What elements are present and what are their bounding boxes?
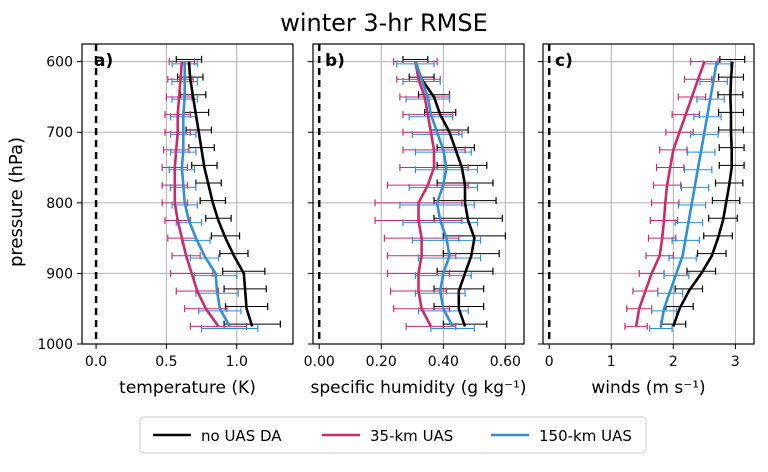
panel-1: 0.0 0.5 1.0 temperature (K) 600 700 800 900 1000… [37,43,294,398]
series-line [173,61,220,328]
y-tick-label: 700 [46,125,73,141]
x-tick-label: 3 [731,354,740,370]
legend-frame [139,416,647,454]
series-line [180,61,231,328]
panels: 0.0 0.5 1.0 temperature (K) 600 700 800 900 1000… [37,43,755,398]
x-axis-label: temperature (K) [119,378,256,398]
x-tick-label: 0.20 [366,354,397,370]
x-tick-label: 1.0 [226,354,248,370]
series-line [672,61,734,327]
series-line [414,61,436,328]
x-tick-label: 0.40 [428,354,459,370]
axes-frame [542,43,755,345]
x-tick-label: 0 [545,354,554,370]
panel-2: 0.00 0.20 0.40 0.60 specific humidity (g kg⁻… [304,43,527,398]
y-axis-label: pressure (hPa) [6,137,27,267]
y-tick-label: 600 [46,55,73,71]
legend-item: no UAS DA [153,427,282,445]
series-line [187,61,254,327]
legend-item: 150-km UAS [491,427,632,445]
legend-label: 35-km UAS [370,427,453,445]
legend-item: 35-km UAS [322,427,453,445]
axes-frame [81,43,294,345]
panel-label: c) [555,51,573,71]
x-tick-label: 2 [669,354,678,370]
legend-label: 150-km UAS [539,427,632,445]
x-axis-label: specific humidity (g kg⁻¹) [311,378,527,398]
x-tick-label: 0.5 [155,354,177,370]
x-tick-label: 0.00 [304,354,335,370]
y-tick-label: 900 [46,266,73,282]
panel-label: b) [325,51,345,71]
x-axis-label: winds (m s⁻¹) [591,378,705,398]
y-tick-label: 1000 [37,337,73,353]
figure-title: winter 3-hr RMSE [280,9,488,37]
series-line [634,61,706,327]
legend-label: no UAS DA [201,427,282,445]
axes-frame [312,43,525,345]
legend: no UAS DA 35-km UAS 150-km UAS [139,416,647,454]
x-tick-label: 0.60 [490,354,521,370]
panel-3: 0 1 2 3 winds (m s⁻¹) c) [538,43,755,398]
x-tick-label: 1 [607,354,616,370]
series-line [414,61,454,328]
series-line [414,61,476,327]
series-line [659,61,719,327]
y-tick-label: 800 [46,196,73,212]
x-tick-label: 0.0 [85,354,107,370]
panel-label: a) [94,51,113,71]
